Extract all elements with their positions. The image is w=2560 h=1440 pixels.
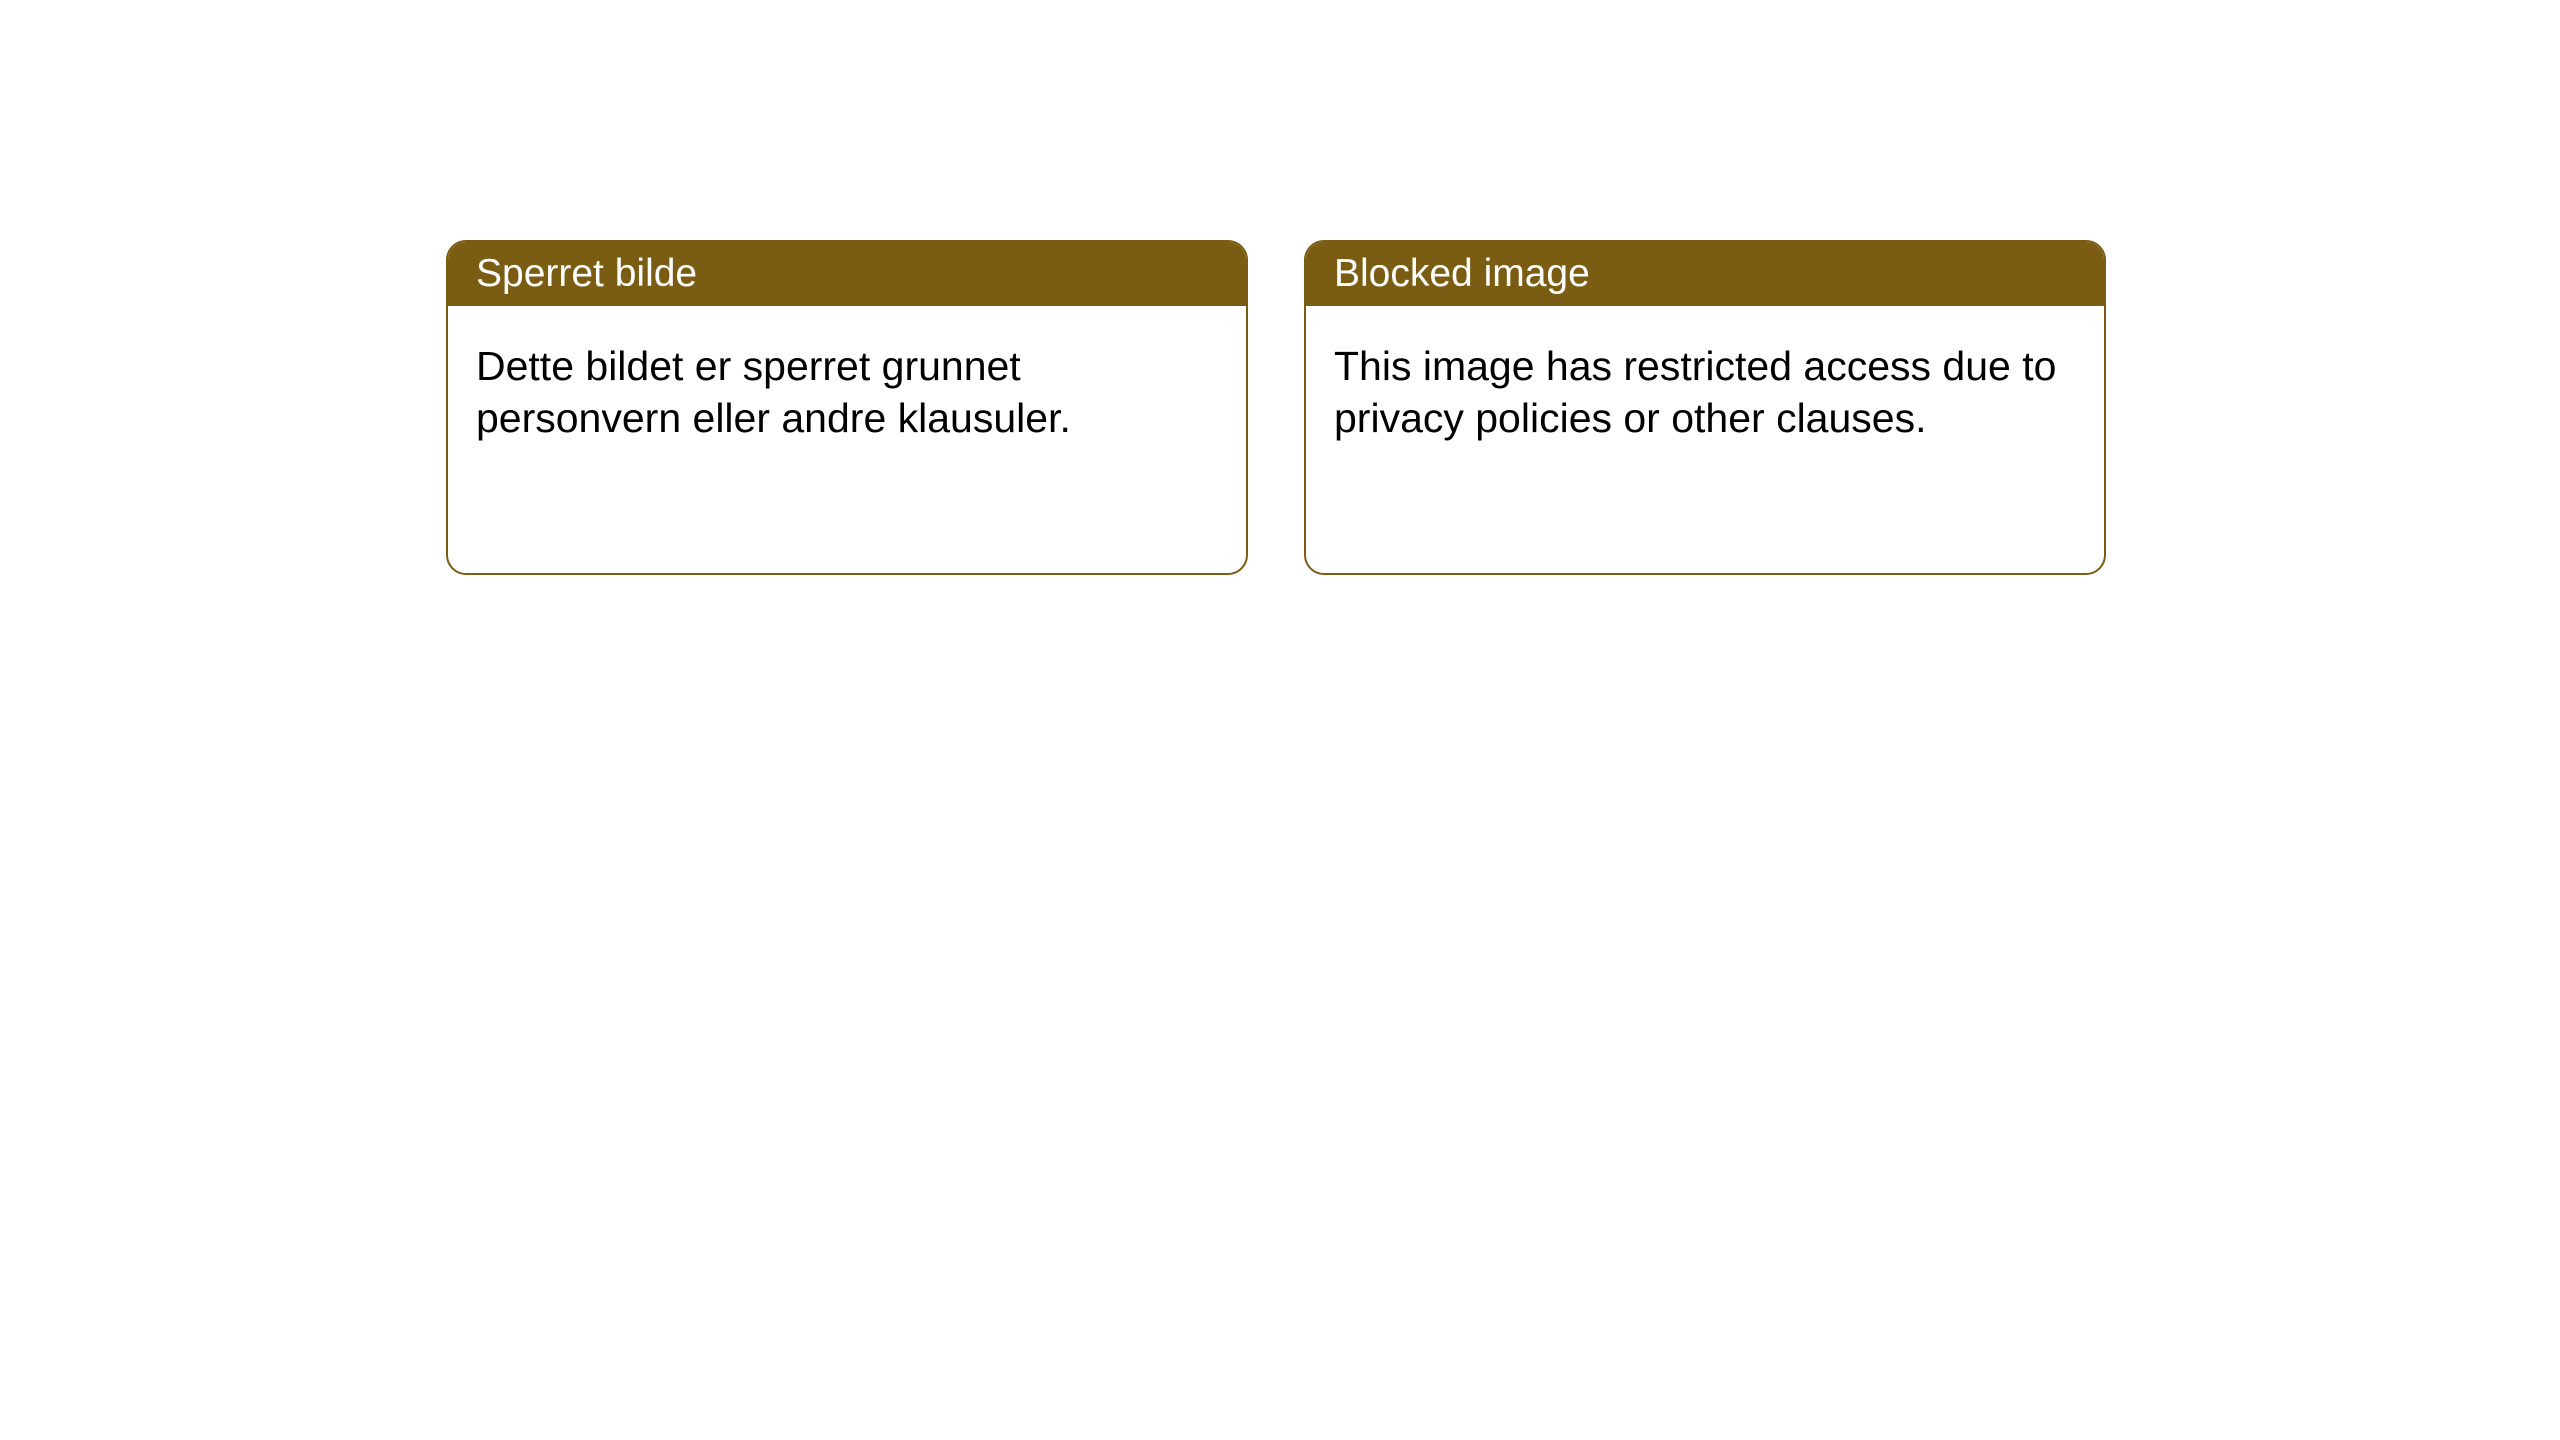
card-body: Dette bildet er sperret grunnet personve… [448, 306, 1246, 479]
card-header: Blocked image [1306, 242, 2104, 306]
card-header: Sperret bilde [448, 242, 1246, 306]
card-message: This image has restricted access due to … [1334, 343, 2056, 441]
card-title: Blocked image [1334, 252, 1590, 295]
notice-card-norwegian: Sperret bilde Dette bildet er sperret gr… [446, 240, 1248, 575]
notice-cards-container: Sperret bilde Dette bildet er sperret gr… [446, 240, 2106, 575]
notice-card-english: Blocked image This image has restricted … [1304, 240, 2106, 575]
card-body: This image has restricted access due to … [1306, 306, 2104, 479]
card-message: Dette bildet er sperret grunnet personve… [476, 343, 1071, 441]
card-title: Sperret bilde [476, 252, 697, 295]
